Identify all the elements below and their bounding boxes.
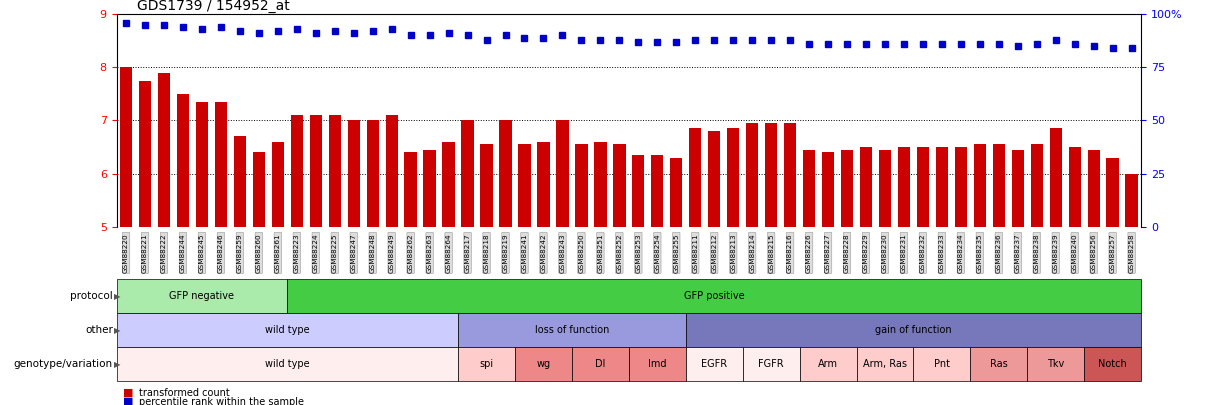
Text: ▶: ▶ bbox=[114, 326, 120, 335]
Bar bbox=[594, 142, 606, 227]
Text: protocol: protocol bbox=[70, 291, 113, 301]
Text: gain of function: gain of function bbox=[875, 325, 952, 335]
Bar bbox=[575, 145, 588, 227]
Text: EGFR: EGFR bbox=[701, 359, 728, 369]
Bar bbox=[537, 142, 550, 227]
Bar bbox=[860, 147, 872, 227]
Bar bbox=[708, 131, 720, 227]
Text: Dl: Dl bbox=[595, 359, 606, 369]
Bar bbox=[139, 81, 151, 227]
Text: genotype/variation: genotype/variation bbox=[13, 359, 113, 369]
Bar bbox=[1049, 128, 1061, 227]
Bar bbox=[253, 152, 265, 227]
Text: wild type: wild type bbox=[265, 359, 309, 369]
Bar bbox=[291, 115, 303, 227]
Bar bbox=[784, 123, 796, 227]
Bar bbox=[1011, 150, 1025, 227]
Bar bbox=[764, 123, 777, 227]
Bar bbox=[955, 147, 967, 227]
Bar bbox=[936, 147, 948, 227]
Bar bbox=[1125, 174, 1137, 227]
Bar bbox=[309, 115, 321, 227]
Bar bbox=[367, 121, 379, 227]
Text: transformed count: transformed count bbox=[139, 388, 229, 398]
Bar bbox=[196, 102, 209, 227]
Bar bbox=[728, 128, 740, 227]
Bar bbox=[499, 121, 512, 227]
Text: FGFR: FGFR bbox=[758, 359, 784, 369]
Bar bbox=[1107, 158, 1119, 227]
Bar bbox=[652, 155, 664, 227]
Bar bbox=[840, 150, 853, 227]
Bar bbox=[670, 158, 682, 227]
Bar bbox=[1031, 145, 1043, 227]
Text: percentile rank within the sample: percentile rank within the sample bbox=[139, 397, 303, 405]
Text: wild type: wild type bbox=[265, 325, 309, 335]
Bar bbox=[329, 115, 341, 227]
Bar bbox=[556, 121, 568, 227]
Bar bbox=[443, 142, 455, 227]
Text: ▶: ▶ bbox=[114, 360, 120, 369]
Bar bbox=[423, 150, 436, 227]
Text: ▶: ▶ bbox=[114, 292, 120, 301]
Bar bbox=[690, 128, 702, 227]
Text: GFP positive: GFP positive bbox=[683, 291, 745, 301]
Bar bbox=[461, 121, 474, 227]
Bar bbox=[233, 136, 247, 227]
Bar bbox=[385, 115, 398, 227]
Bar bbox=[481, 145, 493, 227]
Text: GDS1739 / 154952_at: GDS1739 / 154952_at bbox=[137, 0, 290, 13]
Bar bbox=[802, 150, 815, 227]
Bar bbox=[879, 150, 891, 227]
Text: Ras: Ras bbox=[990, 359, 1007, 369]
Text: Imd: Imd bbox=[648, 359, 666, 369]
Bar bbox=[158, 72, 171, 227]
Text: Pnt: Pnt bbox=[934, 359, 950, 369]
Text: ■: ■ bbox=[123, 388, 134, 398]
Bar bbox=[120, 67, 133, 227]
Bar bbox=[271, 142, 283, 227]
Bar bbox=[1069, 147, 1081, 227]
Text: loss of function: loss of function bbox=[535, 325, 609, 335]
Bar bbox=[898, 147, 910, 227]
Bar bbox=[917, 147, 929, 227]
Bar bbox=[974, 145, 987, 227]
Bar bbox=[993, 145, 1005, 227]
Bar bbox=[347, 121, 360, 227]
Bar bbox=[405, 152, 417, 227]
Bar bbox=[632, 155, 644, 227]
Text: ■: ■ bbox=[123, 397, 134, 405]
Text: Arm: Arm bbox=[818, 359, 838, 369]
Bar bbox=[177, 94, 189, 227]
Bar bbox=[215, 102, 227, 227]
Bar bbox=[614, 145, 626, 227]
Text: GFP negative: GFP negative bbox=[169, 291, 234, 301]
Bar bbox=[822, 152, 834, 227]
Text: spi: spi bbox=[480, 359, 493, 369]
Bar bbox=[518, 145, 530, 227]
Text: Notch: Notch bbox=[1098, 359, 1128, 369]
Bar bbox=[746, 123, 758, 227]
Text: wg: wg bbox=[536, 359, 551, 369]
Bar bbox=[1087, 150, 1099, 227]
Text: other: other bbox=[85, 325, 113, 335]
Text: Tkv: Tkv bbox=[1047, 359, 1064, 369]
Text: Arm, Ras: Arm, Ras bbox=[863, 359, 907, 369]
